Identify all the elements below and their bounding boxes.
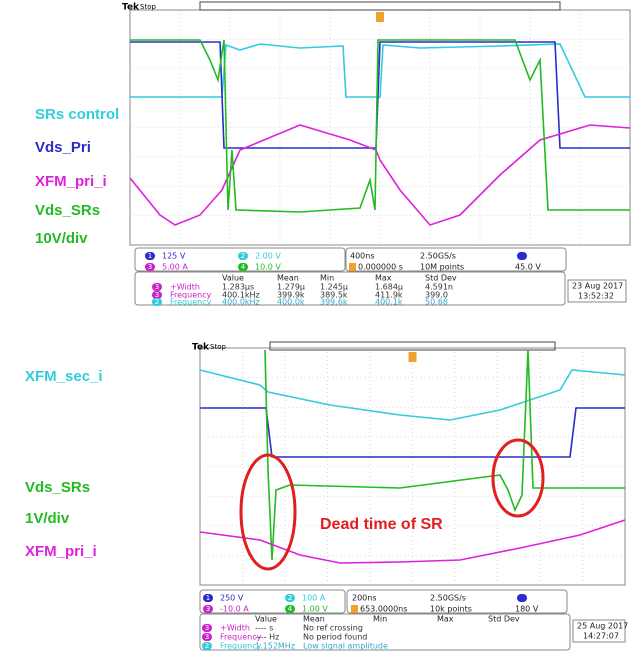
meas-header: Max <box>437 615 454 624</box>
meas-header: Min <box>373 615 387 624</box>
channel-scale: 10.0 V <box>255 263 281 272</box>
record-bar <box>200 2 560 10</box>
trigger-source <box>517 594 527 602</box>
screenshot: TekStopXFM_sec_iVds_SRs1V/divXFM_pri_i12… <box>0 0 641 659</box>
channel-scale: 1.00 V <box>302 605 328 614</box>
trigger-badge <box>351 605 358 613</box>
meas-cell: 400.1k <box>375 298 403 307</box>
channel-num: 2 <box>288 594 292 602</box>
channel-num: 3 <box>205 624 209 632</box>
meas-header: Std Dev <box>488 615 520 624</box>
meas-cell: ---- Hz <box>255 633 279 642</box>
meas-cell: 1.152MHz <box>255 642 295 651</box>
trace-label: Vds_SRs <box>35 202 100 219</box>
channel-num: 2 <box>241 252 245 260</box>
annotation: Dead time of SR <box>320 516 443 533</box>
meas-header: Value <box>255 615 277 624</box>
trigger-badge <box>349 263 356 271</box>
trace-label: 1V/div <box>25 510 70 527</box>
channel-num: 1 <box>148 252 152 260</box>
meas-header: Std Dev <box>425 274 457 283</box>
channel-num: 4 <box>241 263 246 271</box>
top-traces <box>130 40 630 225</box>
timebase: 200ns <box>352 594 377 603</box>
trace-label: Vds_Pri <box>35 139 91 156</box>
meas-cell: +Width <box>220 624 250 633</box>
meas-cell: No ref crossing <box>303 624 363 633</box>
record-length: 10M points <box>420 263 464 272</box>
meas-cell: Frequency <box>170 298 212 307</box>
channel-num: 3 <box>148 263 152 271</box>
status: Stop <box>210 343 226 351</box>
trigger-level: 180 V <box>515 605 539 614</box>
date: 25 Aug 2017 <box>577 622 628 631</box>
meas-cell: 399.6k <box>320 298 348 307</box>
trace-label: 10V/div <box>35 230 88 247</box>
trace-label: SRs control <box>35 106 119 123</box>
sample-rate: 2.50GS/s <box>420 252 456 261</box>
channel-num: 4 <box>288 605 293 613</box>
brand: Tek <box>122 3 140 13</box>
brand: Tek <box>192 343 210 353</box>
meas-cell: 400.0k <box>277 298 305 307</box>
channel-num: 2 <box>155 298 159 306</box>
trigger-pos: 653.0000ns <box>360 605 407 614</box>
trace-label: Vds_SRs <box>25 479 90 496</box>
meas-cell: Low signal amplitude <box>303 642 388 651</box>
trace-label: XFM_pri_i <box>25 543 97 560</box>
status: Stop <box>140 3 156 11</box>
sample-rate: 2.50GS/s <box>430 594 466 603</box>
trace-label: XFM_pri_i <box>35 173 107 190</box>
channel-num: 3 <box>206 605 210 613</box>
meas-cell: No period found <box>303 633 367 642</box>
meas-header: Max <box>375 274 392 283</box>
channel-scale: 100 A <box>302 594 326 603</box>
channel-scale: -10.0 A <box>220 605 249 614</box>
meas-cell: 50.68 <box>425 298 448 307</box>
trigger-source <box>517 252 527 260</box>
meas-header: Mean <box>277 274 299 283</box>
trigger-pos: 0.000000 s <box>358 263 403 272</box>
date: 23 Aug 2017 <box>572 282 623 291</box>
trace-label: XFM_sec_i <box>25 368 103 385</box>
channel-num: 3 <box>205 633 209 641</box>
channel-num: 3 <box>155 283 159 291</box>
channel-scale: 250 V <box>220 594 244 603</box>
time: 13:52:32 <box>578 292 614 301</box>
meas-header: Mean <box>303 615 325 624</box>
timebase: 400ns <box>350 252 375 261</box>
trigger-marker <box>376 12 384 22</box>
meas-cell: 400.0kHz <box>222 298 260 307</box>
meas-cell: ---- s <box>255 624 273 633</box>
channel-scale: 125 V <box>162 252 186 261</box>
channel-num: 2 <box>205 642 209 650</box>
trigger-level: 45.0 V <box>515 263 541 272</box>
meas-header: Value <box>222 274 244 283</box>
channel-scale: 5.00 A <box>162 263 188 272</box>
trigger-marker <box>409 352 417 362</box>
time: 14:27:07 <box>583 632 619 641</box>
channel-num: 1 <box>206 594 210 602</box>
meas-header: Min <box>320 274 334 283</box>
record-length: 10k points <box>430 605 472 614</box>
channel-scale: 2.00 V <box>255 252 281 261</box>
